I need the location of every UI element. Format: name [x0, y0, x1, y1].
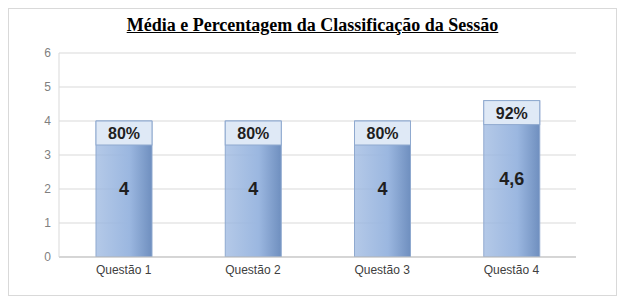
svg-text:80%: 80% — [237, 125, 269, 142]
svg-text:2: 2 — [44, 182, 51, 196]
svg-text:92%: 92% — [496, 105, 528, 122]
svg-text:5: 5 — [44, 80, 51, 94]
svg-text:4: 4 — [44, 114, 51, 128]
svg-text:Questão 1: Questão 1 — [96, 263, 152, 277]
svg-text:Questão 2: Questão 2 — [225, 263, 281, 277]
svg-text:4,6: 4,6 — [499, 169, 524, 189]
svg-text:6: 6 — [44, 46, 51, 60]
svg-text:Questão 4: Questão 4 — [484, 263, 540, 277]
svg-text:Questão 3: Questão 3 — [354, 263, 410, 277]
svg-text:4: 4 — [119, 179, 129, 199]
svg-text:4: 4 — [248, 179, 258, 199]
svg-text:3: 3 — [44, 148, 51, 162]
svg-text:1: 1 — [44, 216, 51, 230]
svg-text:80%: 80% — [108, 125, 140, 142]
svg-text:0: 0 — [44, 250, 51, 264]
svg-text:4: 4 — [377, 179, 387, 199]
html-text:Média e Percentagem da Classif: Média e Percentagem da Classificação da … — [126, 15, 499, 35]
svg-text:80%: 80% — [366, 125, 398, 142]
